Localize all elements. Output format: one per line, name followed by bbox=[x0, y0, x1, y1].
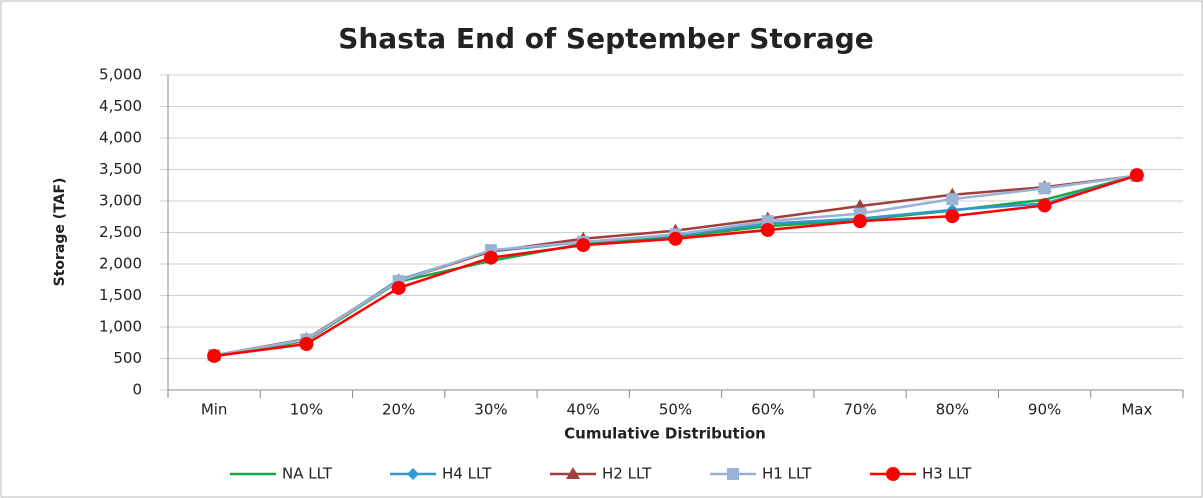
marker bbox=[727, 468, 739, 480]
x-tick-label: Min bbox=[201, 401, 228, 419]
y-tick-label: 1,000 bbox=[99, 318, 142, 336]
x-tick-label: Max bbox=[1121, 401, 1152, 419]
x-tick-label: 50% bbox=[659, 401, 692, 419]
marker bbox=[407, 468, 419, 480]
marker bbox=[945, 209, 960, 224]
marker bbox=[760, 222, 775, 237]
x-tick-label: 90% bbox=[1028, 401, 1061, 419]
x-tick-label: 70% bbox=[843, 401, 876, 419]
x-axis-title: Cumulative Distribution bbox=[564, 425, 766, 443]
marker bbox=[1038, 182, 1051, 195]
marker bbox=[391, 280, 406, 295]
legend-label: H4 LLT bbox=[442, 465, 492, 483]
marker bbox=[946, 193, 959, 206]
marker bbox=[576, 238, 591, 253]
x-tick-label: 60% bbox=[751, 401, 784, 419]
y-tick-label: 3,500 bbox=[99, 160, 142, 178]
marker bbox=[886, 467, 900, 481]
marker bbox=[566, 467, 580, 479]
marker bbox=[483, 250, 498, 265]
x-tick-label: 80% bbox=[936, 401, 969, 419]
marker bbox=[207, 348, 222, 363]
y-tick-label: 5,000 bbox=[99, 66, 142, 84]
y-tick-label: 3,000 bbox=[99, 192, 142, 210]
y-tick-label: 4,500 bbox=[99, 97, 142, 115]
marker bbox=[1037, 198, 1052, 213]
marker bbox=[1129, 168, 1144, 183]
marker bbox=[668, 231, 683, 246]
y-tick-label: 2,500 bbox=[99, 223, 142, 241]
x-tick-label: 40% bbox=[567, 401, 600, 419]
legend-label: H2 LLT bbox=[602, 465, 652, 483]
y-tick-label: 500 bbox=[113, 349, 142, 367]
marker bbox=[299, 337, 314, 352]
marker bbox=[853, 214, 868, 229]
legend-label: NA LLT bbox=[282, 465, 333, 483]
y-tick-label: 1,500 bbox=[99, 286, 142, 304]
legend-label: H1 LLT bbox=[762, 465, 812, 483]
y-tick-label: 0 bbox=[132, 381, 142, 399]
x-tick-label: 10% bbox=[290, 401, 323, 419]
x-tick-label: 20% bbox=[382, 401, 415, 419]
y-tick-label: 2,000 bbox=[99, 255, 142, 273]
chart-title: Shasta End of September Storage bbox=[338, 22, 874, 55]
legend-label: H3 LLT bbox=[922, 465, 972, 483]
y-axis-title: Storage (TAF) bbox=[52, 178, 68, 287]
x-tick-label: 30% bbox=[474, 401, 507, 419]
y-tick-label: 4,000 bbox=[99, 129, 142, 147]
